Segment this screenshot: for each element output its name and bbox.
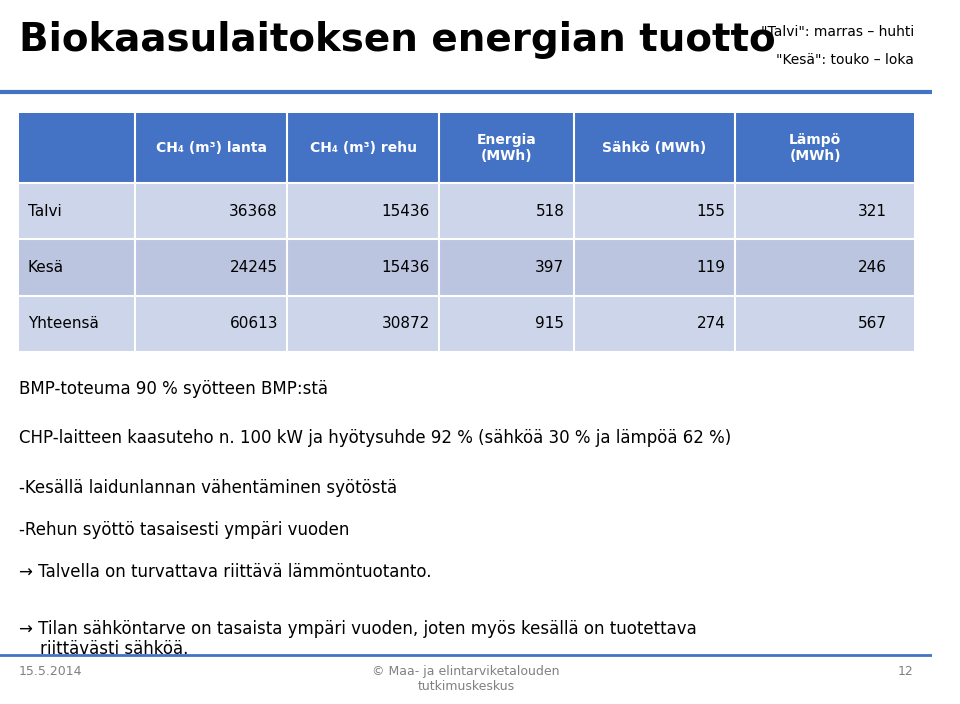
Text: Talvi: Talvi <box>28 203 61 219</box>
Text: CHP-laitteen kaasuteho n. 100 kW ja hyötysuhde 92 % (sähköä 30 % ja lämpöä 62 %): CHP-laitteen kaasuteho n. 100 kW ja hyöt… <box>18 429 731 448</box>
Text: 567: 567 <box>857 316 887 332</box>
Text: 24245: 24245 <box>229 260 277 275</box>
Text: 915: 915 <box>536 316 564 332</box>
Text: → Tilan sähköntarve on tasaista ympäri vuoden, joten myös kesällä on tuotettava
: → Tilan sähköntarve on tasaista ympäri v… <box>18 620 696 658</box>
Text: Lämpö
(MWh): Lämpö (MWh) <box>789 133 842 163</box>
Text: 15436: 15436 <box>382 260 430 275</box>
Text: 60613: 60613 <box>229 316 277 332</box>
FancyBboxPatch shape <box>18 183 914 239</box>
Text: 119: 119 <box>697 260 726 275</box>
Text: "Talvi": marras – huhti: "Talvi": marras – huhti <box>760 25 914 39</box>
Text: Kesä: Kesä <box>28 260 64 275</box>
Text: -Rehun syöttö tasaisesti ympäri vuoden: -Rehun syöttö tasaisesti ympäri vuoden <box>18 521 349 539</box>
Text: 15.5.2014: 15.5.2014 <box>18 665 83 678</box>
Text: 397: 397 <box>536 260 564 275</box>
FancyBboxPatch shape <box>18 239 914 296</box>
Text: 155: 155 <box>697 203 726 219</box>
Text: 274: 274 <box>697 316 726 332</box>
Text: 12: 12 <box>899 665 914 678</box>
Text: 246: 246 <box>857 260 887 275</box>
FancyBboxPatch shape <box>18 296 914 352</box>
Text: CH₄ (m³) rehu: CH₄ (m³) rehu <box>310 141 417 155</box>
Text: CH₄ (m³) lanta: CH₄ (m³) lanta <box>156 141 267 155</box>
Text: Biokaasulaitoksen energian tuotto: Biokaasulaitoksen energian tuotto <box>18 21 776 59</box>
Text: 15436: 15436 <box>382 203 430 219</box>
Text: Yhteensä: Yhteensä <box>28 316 99 332</box>
Text: "Kesä": touko – loka: "Kesä": touko – loka <box>776 53 914 67</box>
Text: 518: 518 <box>536 203 564 219</box>
Text: BMP-toteuma 90 % syötteen BMP:stä: BMP-toteuma 90 % syötteen BMP:stä <box>18 380 327 398</box>
Text: 321: 321 <box>857 203 887 219</box>
Text: → Talvella on turvattava riittävä lämmöntuotanto.: → Talvella on turvattava riittävä lämmön… <box>18 563 431 582</box>
FancyBboxPatch shape <box>18 113 914 183</box>
Text: Energia
(MWh): Energia (MWh) <box>477 133 537 163</box>
Text: 30872: 30872 <box>382 316 430 332</box>
Text: -Kesällä laidunlannan vähentäminen syötöstä: -Kesällä laidunlannan vähentäminen syötö… <box>18 479 396 497</box>
Text: 36368: 36368 <box>229 203 277 219</box>
Text: © Maa- ja elintarviketalouden
tutkimuskeskus: © Maa- ja elintarviketalouden tutkimuske… <box>372 665 560 693</box>
Text: Sähkö (MWh): Sähkö (MWh) <box>602 141 707 155</box>
